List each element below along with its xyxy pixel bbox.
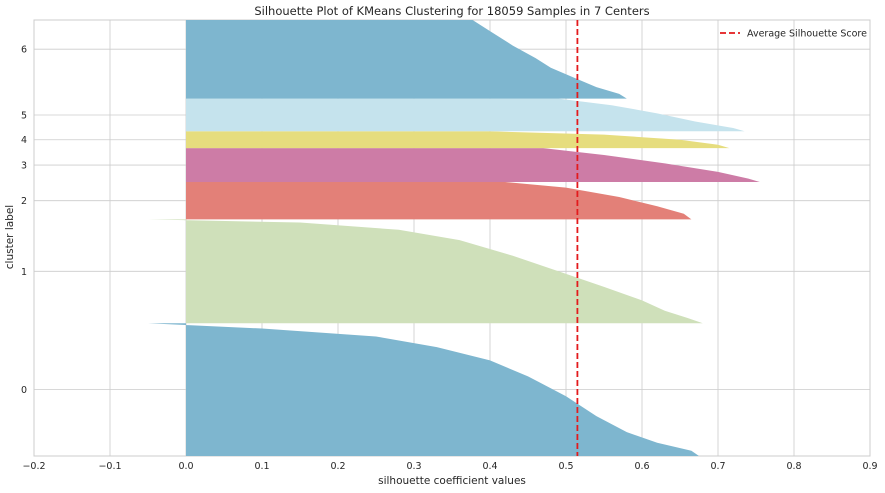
y-tick-label: 5 <box>21 110 27 121</box>
legend-entry: Average Silhouette Score <box>747 29 867 40</box>
x-tick-label: 0.4 <box>482 461 497 472</box>
x-tick-label: 0.6 <box>634 461 649 472</box>
x-axis-ticks: −0.2 −0.1 0.0 0.1 0.2 0.3 0.4 0.5 0.6 0.7 0.8 0.9 <box>22 461 877 472</box>
x-tick-label: 0.2 <box>330 461 345 472</box>
x-tick-label: 0.5 <box>558 461 573 472</box>
x-tick-label: −0.2 <box>22 461 45 472</box>
x-tick-label: 0.0 <box>178 461 193 472</box>
y-tick-label: 1 <box>21 267 27 278</box>
y-axis-label: cluster label <box>4 205 16 269</box>
x-axis-label: silhouette coefficient values <box>378 475 526 487</box>
x-tick-label: −0.1 <box>98 461 121 472</box>
y-tick-label: 2 <box>21 196 27 207</box>
cluster-2-silhouette <box>186 181 692 220</box>
y-tick-label: 4 <box>21 135 27 146</box>
y-axis-ticks: 0 1 2 3 4 5 6 <box>21 45 27 396</box>
x-tick-label: 0.9 <box>862 461 877 472</box>
y-tick-label: 3 <box>21 161 27 172</box>
cluster-6-silhouette <box>186 20 627 99</box>
x-tick-label: 0.1 <box>254 461 269 472</box>
cluster-0-silhouette <box>148 323 699 456</box>
cluster-4-silhouette <box>186 131 730 149</box>
cluster-silhouettes <box>148 20 760 456</box>
legend: Average Silhouette Score <box>720 29 867 40</box>
cluster-3-silhouette <box>186 148 760 182</box>
chart-title: Silhouette Plot of KMeans Clustering for… <box>254 4 649 18</box>
x-tick-label: 0.8 <box>786 461 801 472</box>
y-tick-label: 6 <box>21 45 27 56</box>
cluster-5-silhouette <box>186 98 745 132</box>
y-tick-label: 0 <box>21 385 27 396</box>
x-tick-label: 0.3 <box>406 461 421 472</box>
x-tick-label: 0.7 <box>710 461 725 472</box>
cluster-1-silhouette <box>148 219 703 324</box>
